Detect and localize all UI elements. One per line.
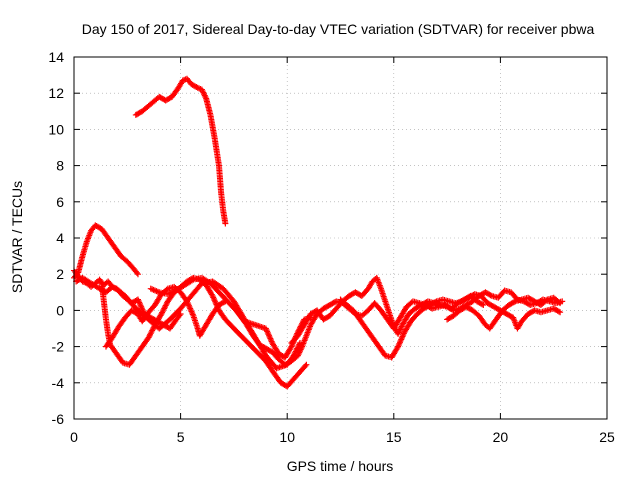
y-axis-label: SDTVAR / TECUs — [9, 181, 25, 293]
data-point-marker — [303, 361, 310, 368]
x-tick-label: 5 — [177, 429, 185, 445]
series-arc-peak — [71, 222, 141, 281]
data-points — [71, 75, 566, 390]
series-arc-c — [98, 274, 310, 390]
y-tick-label: 2 — [56, 266, 64, 282]
x-tick-label: 0 — [70, 429, 78, 445]
data-point-marker — [302, 362, 309, 369]
data-point-marker — [193, 84, 200, 91]
data-point-marker — [134, 271, 141, 278]
series-arc-high — [132, 75, 229, 227]
data-point-marker — [555, 308, 562, 315]
data-point-marker — [479, 301, 486, 308]
data-point-marker — [177, 311, 184, 318]
data-point-marker — [176, 312, 183, 319]
data-point-marker — [557, 309, 564, 316]
y-tick-label: 12 — [48, 85, 64, 101]
y-tick-label: 0 — [56, 302, 64, 318]
y-tick-label: 14 — [48, 49, 64, 65]
data-point-marker — [557, 300, 564, 307]
x-tick-label: 15 — [386, 429, 402, 445]
grid-lines — [74, 57, 607, 419]
series-arc-i — [444, 294, 564, 332]
y-tick-label: 8 — [56, 158, 64, 174]
data-point-marker — [133, 269, 140, 276]
data-point-marker — [487, 292, 494, 299]
y-tick-label: 10 — [48, 121, 64, 137]
data-point-marker — [555, 299, 562, 306]
data-point-marker — [480, 301, 487, 308]
data-point-marker — [511, 299, 518, 306]
y-tick-label: -4 — [52, 375, 65, 391]
y-tick-label: 4 — [56, 230, 64, 246]
x-axis-label: GPS time / hours — [287, 458, 394, 474]
plot-border — [73, 56, 608, 420]
axis-ticks: 0 5 10 15 20 25 -6 -4 -2 0 2 4 6 8 10 12 14 — [48, 49, 615, 445]
series-arc-h — [337, 291, 564, 361]
y-tick-label: -2 — [52, 339, 65, 355]
x-tick-label: 10 — [279, 429, 295, 445]
x-tick-label: 25 — [599, 429, 615, 445]
x-tick-label: 20 — [493, 429, 509, 445]
y-tick-label: -6 — [52, 411, 65, 427]
y-tick-label: 6 — [56, 194, 64, 210]
chart-title: Day 150 of 2017, Sidereal Day-to-day VTE… — [82, 21, 595, 37]
data-point-marker — [222, 220, 229, 227]
data-point-marker — [432, 299, 439, 306]
